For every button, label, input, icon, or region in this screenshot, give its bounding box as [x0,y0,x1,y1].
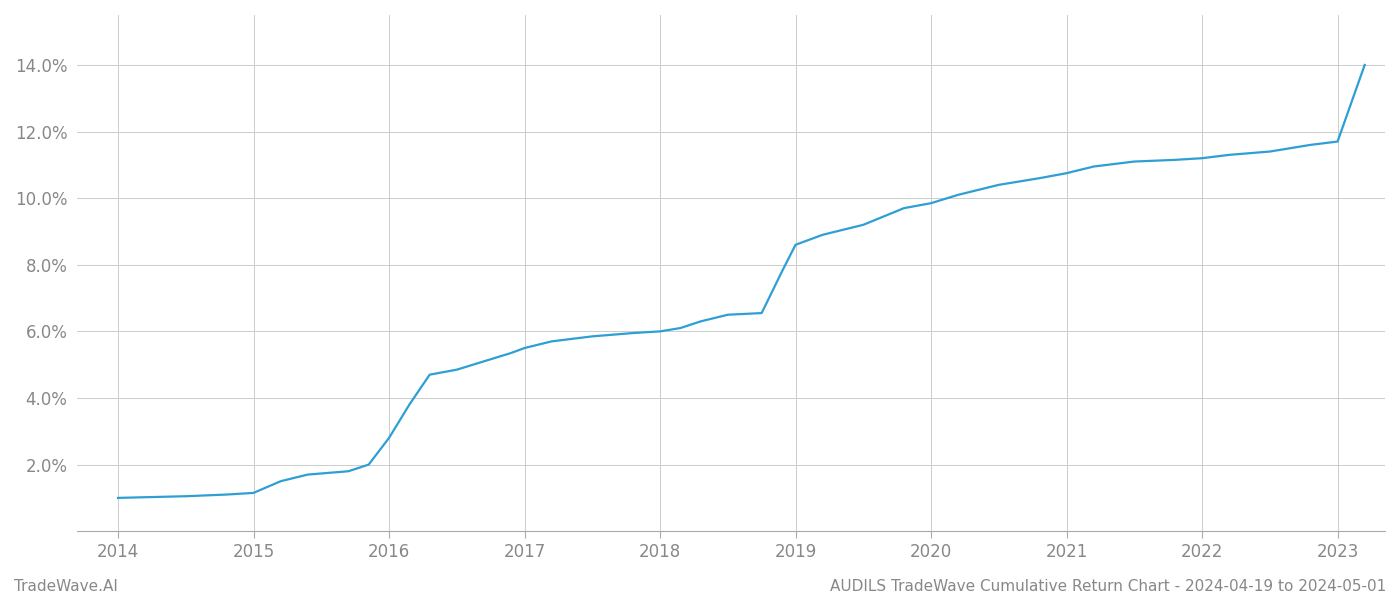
Text: TradeWave.AI: TradeWave.AI [14,579,118,594]
Text: AUDILS TradeWave Cumulative Return Chart - 2024-04-19 to 2024-05-01: AUDILS TradeWave Cumulative Return Chart… [830,579,1386,594]
